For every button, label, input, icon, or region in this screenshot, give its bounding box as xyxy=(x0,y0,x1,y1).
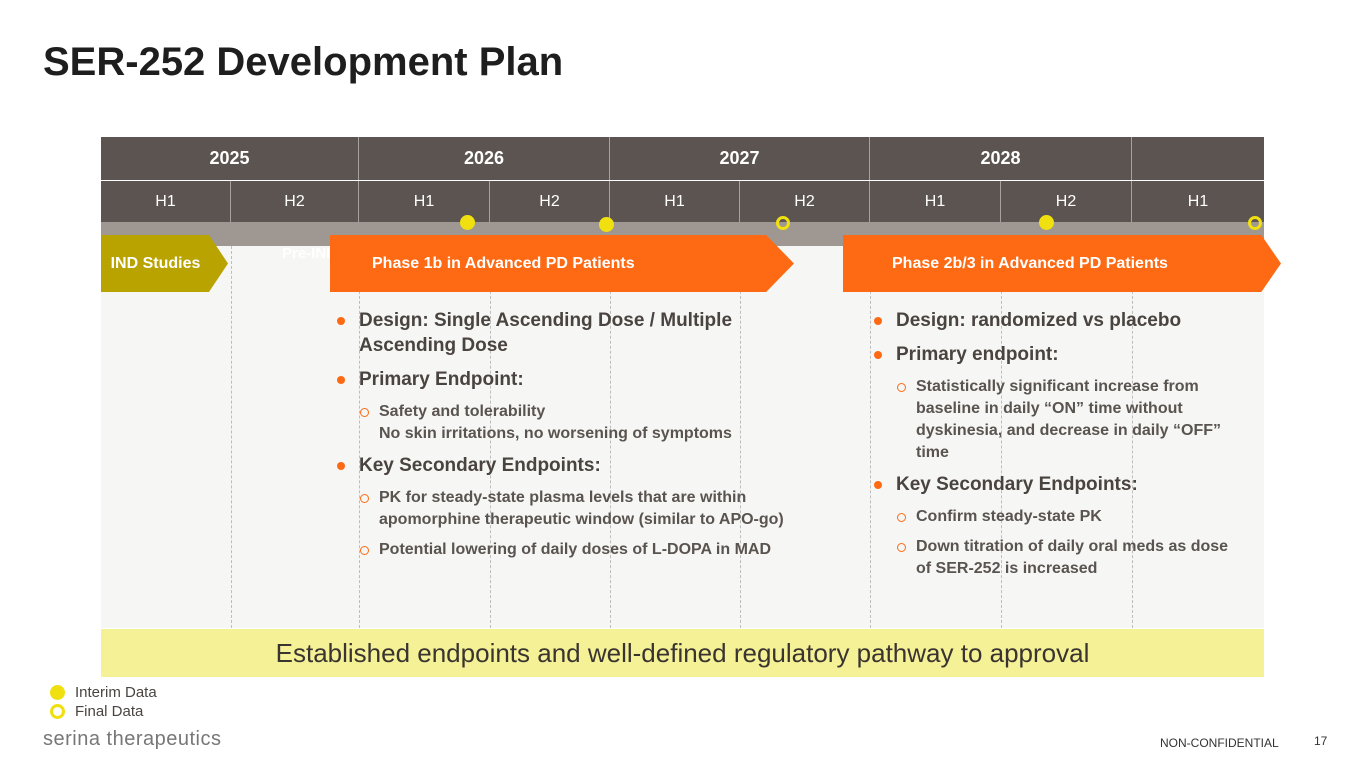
half-header-row: H1 H2 H1 H2 H1 H2 H1 H2 H1 xyxy=(101,181,1264,222)
list-item: Primary Endpoint: xyxy=(335,367,785,392)
year-cell-2026: 2026 xyxy=(359,137,610,180)
half-cell: H2 xyxy=(740,181,870,222)
period-divider xyxy=(231,246,232,628)
ind-studies-arrow: IND Studies xyxy=(101,235,228,292)
half-cell: H1 xyxy=(1187,192,1209,210)
phase-2b3-arrow: Phase 2b/3 in Advanced PD Patients xyxy=(843,235,1281,292)
interim-data-marker xyxy=(460,215,475,230)
interim-marker-icon xyxy=(50,685,65,700)
period-divider xyxy=(740,246,741,628)
period-divider xyxy=(359,246,360,628)
regulatory-pathway-banner: Established endpoints and well-defined r… xyxy=(101,629,1264,677)
timeline-body xyxy=(101,246,1264,628)
legend-final: Final Data xyxy=(50,703,143,720)
legend-interim: Interim Data xyxy=(50,684,157,701)
half-cell: H2 xyxy=(231,181,359,222)
list-item: Potential lowering of daily doses of L-D… xyxy=(335,539,785,561)
legend-interim-label: Interim Data xyxy=(75,684,157,701)
phase-1b-details: Design: Single Ascending Dose / Multiple… xyxy=(335,308,785,569)
phase-2b3-details: Design: randomized vs placebo Primary en… xyxy=(872,308,1242,588)
list-item: Key Secondary Endpoints: xyxy=(872,472,1242,497)
period-divider xyxy=(1001,246,1002,628)
final-data-marker xyxy=(776,216,790,230)
half-cell: H1 xyxy=(610,181,740,222)
final-data-marker xyxy=(1248,216,1262,230)
period-divider xyxy=(610,246,611,628)
period-divider xyxy=(1132,246,1133,628)
half-cell: H2 xyxy=(1001,181,1132,222)
period-divider xyxy=(870,246,871,628)
interim-data-marker xyxy=(599,217,614,232)
half-cell: H1 xyxy=(359,181,490,222)
list-item: Key Secondary Endpoints: xyxy=(335,453,785,478)
interim-data-marker xyxy=(1039,215,1054,230)
page-number: 17 xyxy=(1314,734,1328,748)
pre-ind-meeting-label: Pre-IND Meeting xyxy=(282,245,332,262)
year-cell-2028: 2028 xyxy=(870,137,1132,180)
phase-1b-arrow: Phase 1b in Advanced PD Patients xyxy=(330,235,794,292)
list-item: Design: randomized vs placebo xyxy=(872,308,1242,333)
list-item: Down titration of daily oral meds as dos… xyxy=(872,536,1242,580)
list-item: Design: Single Ascending Dose / Multiple… xyxy=(335,308,785,358)
page-title: SER-252 Development Plan xyxy=(43,40,564,84)
year-cell-blank xyxy=(1132,137,1264,180)
period-divider xyxy=(490,246,491,628)
half-cell: H1 xyxy=(870,181,1001,222)
half-cell: H1 xyxy=(101,181,231,222)
company-logo: serina therapeutics xyxy=(43,728,222,750)
year-cell-2025: 2025 xyxy=(101,137,359,180)
legend-final-label: Final Data xyxy=(75,703,144,720)
half-cell: H2 xyxy=(490,181,610,222)
list-item: Confirm steady-state PK xyxy=(872,506,1242,528)
list-item: Primary endpoint: xyxy=(872,342,1242,367)
year-header-row: 2025 2026 2027 2028 xyxy=(101,137,1264,180)
list-item: Safety and tolerability No skin irritati… xyxy=(335,401,785,445)
year-cell-2027: 2027 xyxy=(610,137,870,180)
confidentiality-label: NON-CONFIDENTIAL xyxy=(1160,736,1279,750)
list-item: Statistically significant increase from … xyxy=(872,376,1242,464)
final-marker-icon xyxy=(50,704,65,719)
list-item: PK for steady-state plasma levels that a… xyxy=(335,487,785,531)
